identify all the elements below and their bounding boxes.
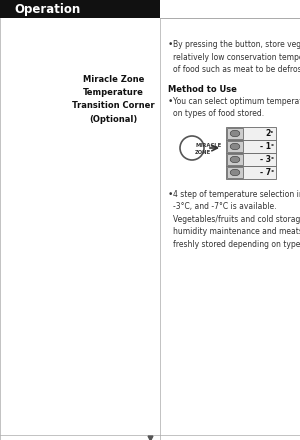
Text: 4 step of temperature selection including 2°C, -1°C,
-3°C, and -7°C is available: 4 step of temperature selection includin… bbox=[173, 190, 300, 249]
Ellipse shape bbox=[230, 143, 240, 150]
FancyBboxPatch shape bbox=[226, 140, 276, 153]
Text: •: • bbox=[168, 97, 173, 106]
Ellipse shape bbox=[230, 156, 240, 163]
FancyBboxPatch shape bbox=[227, 154, 243, 165]
FancyBboxPatch shape bbox=[226, 153, 276, 166]
Text: You can select optimum temperature range depending
on types of food stored.: You can select optimum temperature range… bbox=[173, 97, 300, 118]
Text: MIRACLE
ZONE: MIRACLE ZONE bbox=[195, 143, 221, 154]
Circle shape bbox=[180, 136, 204, 160]
Text: By pressing the button, store vegetables, fruits (at
relatively low conservation: By pressing the button, store vegetables… bbox=[173, 40, 300, 74]
Text: - 3ᶜ: - 3ᶜ bbox=[260, 155, 274, 164]
FancyBboxPatch shape bbox=[227, 141, 243, 152]
Ellipse shape bbox=[230, 130, 240, 137]
Text: Miracle Zone
Temperature
Transition Corner
(Optional): Miracle Zone Temperature Transition Corn… bbox=[72, 75, 155, 124]
Text: Operation: Operation bbox=[14, 3, 80, 15]
Text: - 1ᶜ: - 1ᶜ bbox=[260, 142, 274, 151]
FancyBboxPatch shape bbox=[227, 128, 243, 139]
Text: - 7ᶜ: - 7ᶜ bbox=[260, 168, 274, 177]
Text: Method to Use: Method to Use bbox=[168, 85, 237, 94]
FancyBboxPatch shape bbox=[226, 166, 276, 179]
Text: 2ᶜ: 2ᶜ bbox=[266, 129, 274, 138]
FancyBboxPatch shape bbox=[0, 0, 160, 18]
Text: •: • bbox=[168, 190, 173, 199]
Ellipse shape bbox=[230, 169, 240, 176]
FancyBboxPatch shape bbox=[226, 127, 276, 140]
FancyBboxPatch shape bbox=[227, 167, 243, 178]
Text: •: • bbox=[168, 40, 173, 49]
